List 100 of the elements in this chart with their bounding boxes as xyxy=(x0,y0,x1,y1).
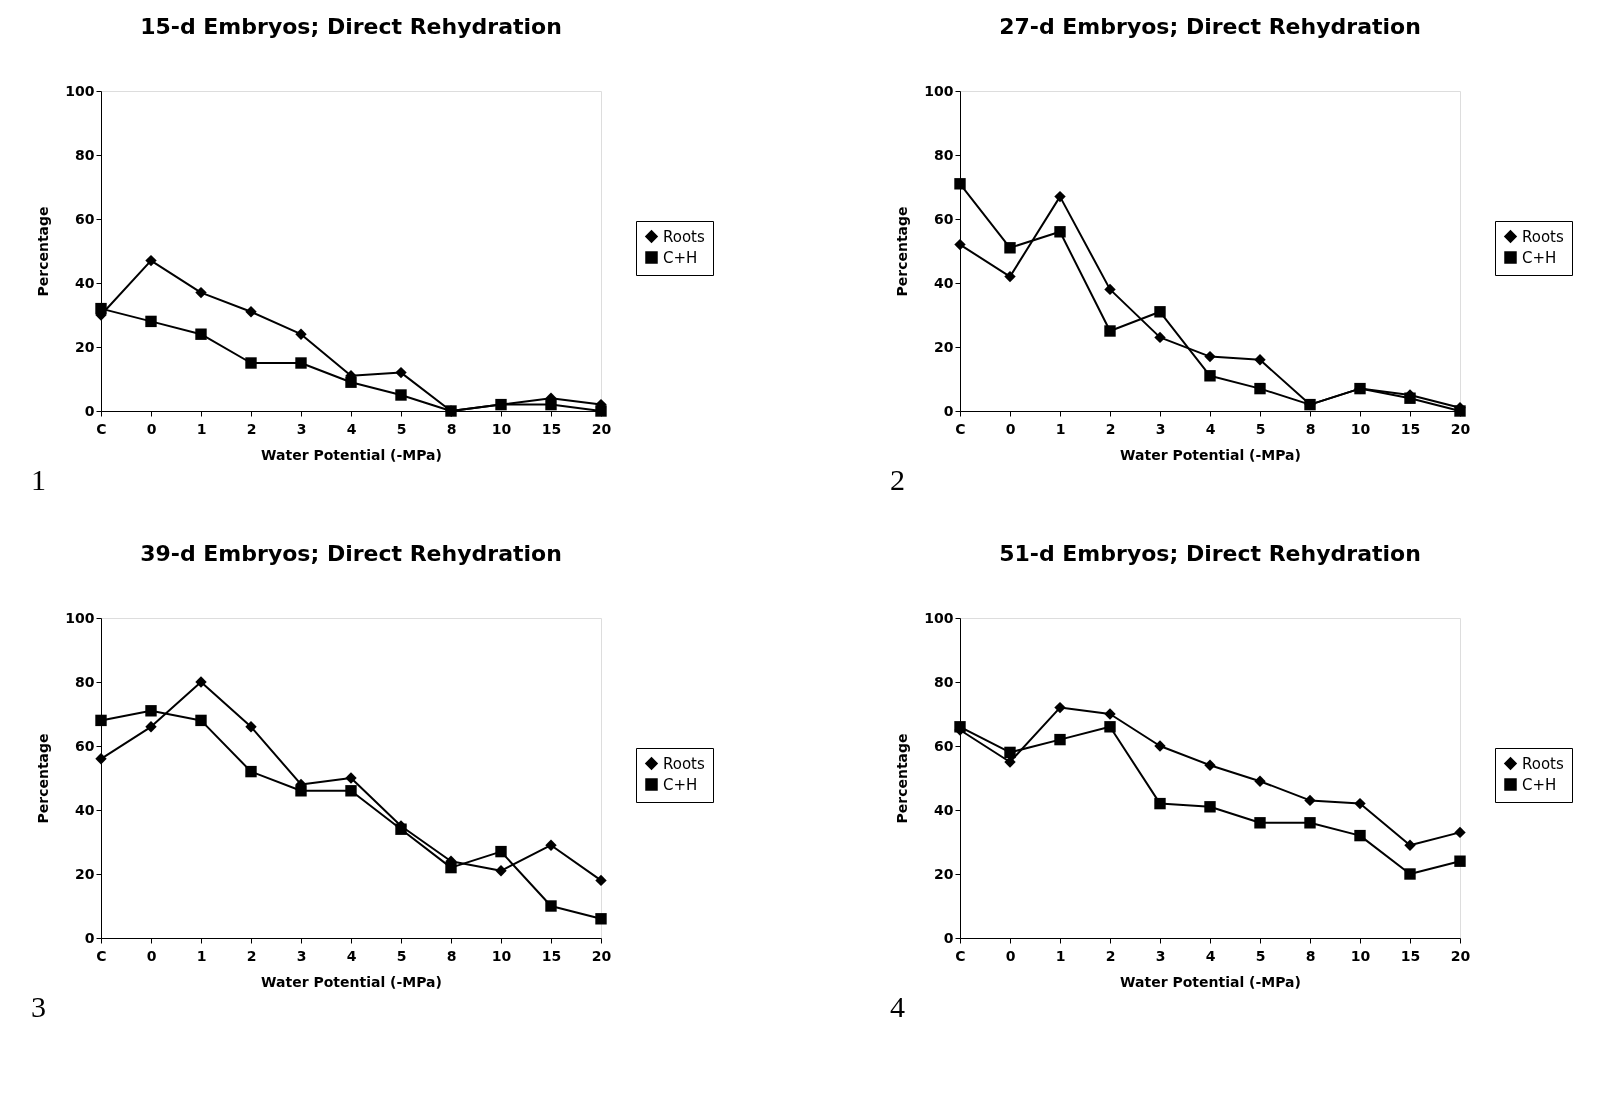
x-tick-label: 10 xyxy=(1350,420,1371,437)
y-axis-title: Percentage xyxy=(35,206,52,297)
x-tick-label: 10 xyxy=(491,947,512,964)
point xyxy=(295,357,307,369)
point xyxy=(1154,797,1166,810)
x-tick-label: 3 xyxy=(1155,947,1166,964)
legend-label: Roots xyxy=(663,754,705,773)
x-tick-label: 0 xyxy=(1005,947,1016,964)
point xyxy=(1154,306,1166,318)
x-tick-label: 20 xyxy=(1450,947,1471,964)
x-tick-label: 5 xyxy=(1255,947,1266,964)
x-tick-label: 4 xyxy=(346,420,357,437)
x-tick-label: C xyxy=(96,947,107,964)
x-axis-title: Water Potential (-MPa) xyxy=(1120,973,1301,990)
point xyxy=(1204,370,1216,382)
x-tick-label: C xyxy=(955,947,966,964)
point xyxy=(95,302,107,315)
point xyxy=(1354,382,1366,395)
point xyxy=(595,874,607,887)
point xyxy=(1004,746,1016,759)
point xyxy=(395,389,407,401)
legend-label: C+H xyxy=(663,775,698,794)
x-tick-label: 2 xyxy=(1105,420,1116,437)
x-tick-label: 1 xyxy=(1055,420,1066,437)
y-tick-label: 60 xyxy=(75,210,95,227)
point xyxy=(395,366,407,379)
point xyxy=(245,721,257,733)
x-tick-label: 3 xyxy=(296,420,307,437)
x-tick-label: 5 xyxy=(1255,420,1266,437)
y-tick-label: 20 xyxy=(75,338,95,355)
x-tick-label: 15 xyxy=(541,947,562,964)
point xyxy=(1154,740,1166,752)
y-tick-label: 60 xyxy=(75,737,95,754)
point xyxy=(1104,721,1116,733)
x-tick-label: 8 xyxy=(446,420,457,437)
point xyxy=(1254,354,1266,366)
chart-title: 15-d Embryos; Direct Rehydration xyxy=(140,14,562,39)
y-tick-label: 80 xyxy=(75,673,95,690)
point xyxy=(495,398,507,411)
point xyxy=(1104,283,1116,296)
x-tick-label: 15 xyxy=(1400,420,1421,437)
point xyxy=(1004,242,1016,254)
x-axis-title: Water Potential (-MPa) xyxy=(261,446,442,463)
x-tick-label: 8 xyxy=(1305,420,1316,437)
point xyxy=(95,753,107,765)
point xyxy=(195,286,207,299)
point xyxy=(445,861,457,874)
point xyxy=(1254,775,1266,787)
y-axis-title: Percentage xyxy=(894,733,911,824)
chart-title: 39-d Embryos; Direct Rehydration xyxy=(140,541,562,566)
point xyxy=(345,376,357,388)
point xyxy=(145,705,157,717)
point xyxy=(1104,708,1116,720)
point xyxy=(1304,398,1316,411)
y-tick-label: 0 xyxy=(943,929,954,946)
x-tick-label: C xyxy=(96,420,107,437)
point xyxy=(95,714,107,727)
point xyxy=(245,765,257,778)
point xyxy=(145,254,157,267)
x-tick-label: 3 xyxy=(1155,420,1166,437)
point xyxy=(1054,733,1066,746)
x-tick-label: 10 xyxy=(491,420,512,437)
x-tick-label: 4 xyxy=(346,947,357,964)
x-tick-label: 1 xyxy=(196,947,207,964)
x-tick-label: 2 xyxy=(1105,947,1116,964)
point xyxy=(1104,325,1116,337)
y-tick-label: 40 xyxy=(75,801,95,818)
point xyxy=(245,357,257,369)
x-tick-label: 20 xyxy=(1450,420,1471,437)
y-tick-label: 60 xyxy=(934,737,954,754)
point xyxy=(195,328,207,340)
y-tick-label: 100 xyxy=(924,82,954,99)
x-tick-label: 20 xyxy=(591,420,612,437)
point xyxy=(345,772,357,784)
x-tick-label: 15 xyxy=(541,420,562,437)
point xyxy=(1254,817,1266,829)
y-tick-label: 20 xyxy=(934,338,954,355)
point xyxy=(1354,797,1366,810)
point xyxy=(1154,331,1166,344)
point xyxy=(1304,794,1316,807)
point xyxy=(1404,868,1416,880)
x-tick-label: 3 xyxy=(296,947,307,964)
y-tick-label: 0 xyxy=(943,402,954,419)
point xyxy=(545,398,557,411)
y-tick-label: 60 xyxy=(934,210,954,227)
x-tick-label: 0 xyxy=(146,947,157,964)
x-tick-label: 1 xyxy=(196,420,207,437)
point xyxy=(1204,350,1216,363)
x-tick-label: 15 xyxy=(1400,947,1421,964)
x-tick-label: C xyxy=(955,420,966,437)
text: 3 xyxy=(31,990,46,1023)
point xyxy=(295,785,307,797)
point xyxy=(1304,817,1316,829)
y-tick-label: 100 xyxy=(65,609,95,626)
legend-label: Roots xyxy=(663,227,705,246)
point xyxy=(245,306,257,318)
y-tick-label: 20 xyxy=(934,865,954,882)
point xyxy=(1204,759,1216,771)
point xyxy=(595,405,607,417)
point xyxy=(195,714,207,727)
